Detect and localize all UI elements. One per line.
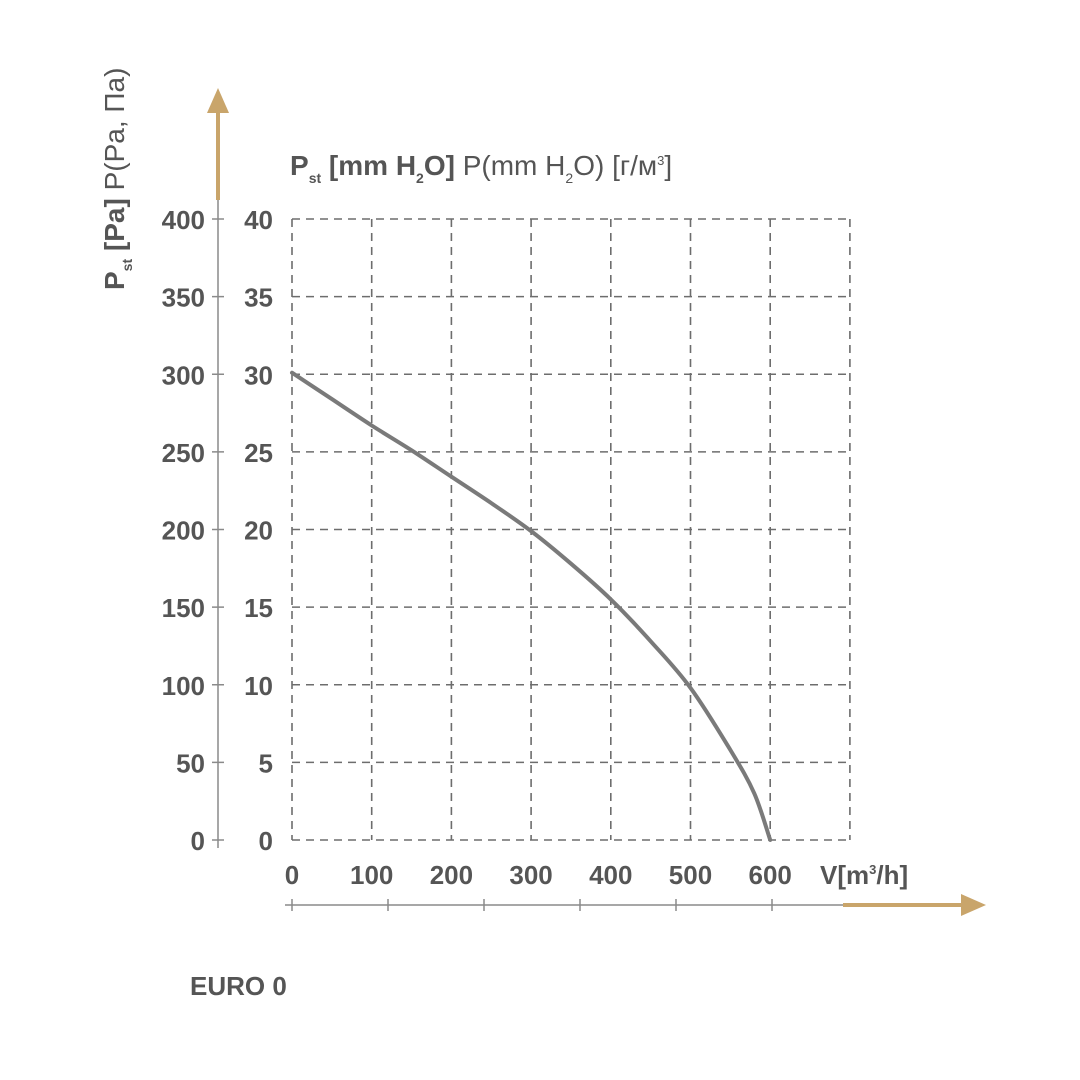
x-tick-label: 200 xyxy=(430,860,473,890)
mm-axis-title: Pst [mm H2O] P(mm H2O) [г/м3] xyxy=(290,150,672,186)
y-tick-label-mm: 5 xyxy=(259,748,273,778)
y-tick-label-pa: 200 xyxy=(162,516,205,546)
x-axis-title: V[m3/h] xyxy=(820,860,908,890)
y-tick-label-mm: 10 xyxy=(244,671,273,701)
y-tick-label-mm: 30 xyxy=(244,360,273,390)
x-tick-label: 100 xyxy=(350,860,393,890)
y-tick-label-pa: 250 xyxy=(162,438,205,468)
tick-labels: 0501001502002503003504000510152025303540… xyxy=(162,205,792,890)
x-tick-label: 400 xyxy=(589,860,632,890)
y-axis-title: Pst [Pa] P(Pa, Па) xyxy=(99,68,135,290)
y-tick-label-mm: 35 xyxy=(244,283,273,313)
x-tick-label: 300 xyxy=(509,860,552,890)
y-tick-label-pa: 0 xyxy=(191,826,205,856)
y-tick-label-pa: 50 xyxy=(176,748,205,778)
performance-curve xyxy=(290,370,773,842)
curve-layer xyxy=(290,370,773,842)
y-tick-label-pa: 400 xyxy=(162,205,205,235)
y-tick-label-pa: 150 xyxy=(162,593,205,623)
x-tick-label: 0 xyxy=(285,860,299,890)
model-label: EURO 0 xyxy=(190,971,287,1001)
y-tick-label-pa: 100 xyxy=(162,671,205,701)
x-tick-label: 500 xyxy=(669,860,712,890)
y-tick-label-mm: 20 xyxy=(244,516,273,546)
y-axis-arrow-head xyxy=(207,88,229,113)
y-tick-label-mm: 0 xyxy=(259,826,273,856)
y-tick-label-pa: 300 xyxy=(162,360,205,390)
x-tick-label: 600 xyxy=(749,860,792,890)
y-tick-label-mm: 40 xyxy=(244,205,273,235)
x-axis-arrow-head xyxy=(961,894,986,916)
grid xyxy=(291,218,851,841)
y-axis-ticks xyxy=(212,218,224,841)
x-axis-ticks xyxy=(291,899,773,911)
y-tick-label-mm: 25 xyxy=(244,438,273,468)
y-tick-label-mm: 15 xyxy=(244,593,273,623)
y-tick-label-pa: 350 xyxy=(162,283,205,313)
